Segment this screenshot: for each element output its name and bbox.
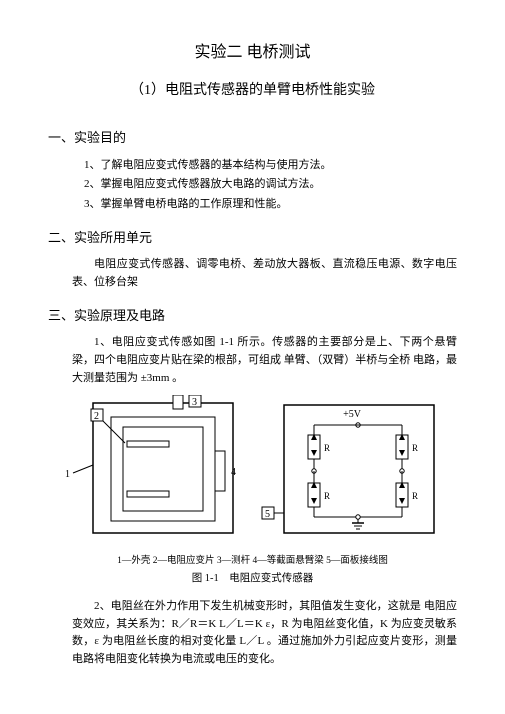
section3-heading: 三、实验原理及电路 (48, 306, 457, 327)
section1-list: 1、了解电阻应变式传感器的基本结构与使用方法。 2、掌握电阻应变式传感器放大电路… (48, 157, 457, 214)
section2-para: 电阻应变式传感器、调零电桥、差动放大器板、直流稳压电源、数字电压表、位移台架 (48, 256, 457, 291)
leader-3: 3 (192, 397, 197, 408)
circuit-diagram: 5 +5V R R R (260, 395, 440, 550)
list-item: 3、掌握单臂电桥电路的工作原理和性能。 (84, 196, 457, 214)
title-sub: （1）电阻式传感器的单臂电桥性能实验 (48, 80, 457, 102)
r-label: R (412, 491, 418, 501)
leader-2: 2 (94, 411, 99, 422)
figure-caption: 图 1-1 电阻应变式传感器 (48, 571, 457, 588)
r-label: R (412, 443, 418, 453)
leader-5: 5 (265, 509, 270, 520)
list-item: 1、了解电阻应变式传感器的基本结构与使用方法。 (84, 157, 457, 175)
r-label: R (324, 491, 330, 501)
section2-heading: 二、实验所用单元 (48, 228, 457, 249)
list-item: 2、掌握电阻应变式传感器放大电路的调试方法。 (84, 176, 457, 194)
section3-para2: 2、电阻丝在外力作用下发生机械变形时，其阻值发生变化，这就是 电阻应变效应，其关… (48, 598, 457, 668)
figure-container: 1 2 3 4 5 +5V R (48, 395, 457, 550)
voltage-label: +5V (343, 409, 362, 420)
title-main: 实验二 电桥测试 (48, 40, 457, 66)
leader-4: 4 (231, 467, 236, 478)
leader-1: 1 (65, 469, 70, 480)
section3-para1: 1、电阻应变式传感如图 1-1 所示。传感器的主要部分是上、下两个悬臂梁，四个电… (48, 334, 457, 387)
figure-labels: 1—外壳 2—电阻应变片 3—测杆 4—等截面悬臂梁 5—面板接线图 (48, 554, 457, 569)
r-label: R (324, 443, 330, 453)
section1-heading: 一、实验目的 (48, 128, 457, 149)
sensor-diagram: 1 2 3 4 (65, 395, 240, 550)
